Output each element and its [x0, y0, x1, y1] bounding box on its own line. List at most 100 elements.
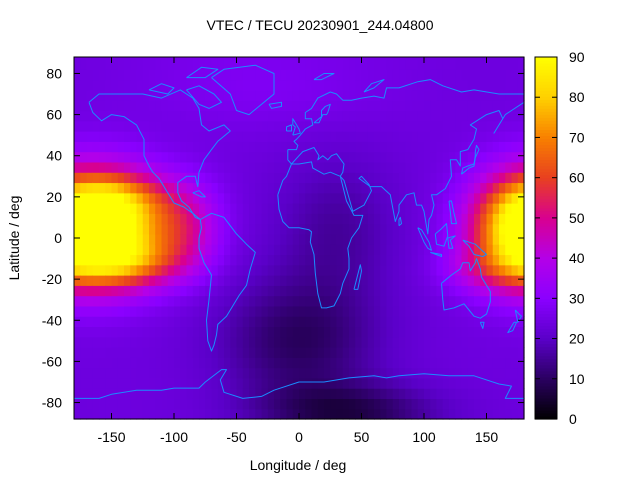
heatmap-cell — [236, 388, 244, 400]
heatmap-cell — [92, 100, 100, 112]
heatmap-cell — [105, 295, 113, 307]
heatmap-cell — [336, 120, 344, 132]
heatmap-cell — [517, 57, 525, 60]
heatmap-cell — [442, 244, 450, 256]
heatmap-cell — [380, 141, 388, 153]
heatmap-cell — [236, 69, 244, 81]
heatmap-cell — [380, 213, 388, 225]
colorbar-step — [535, 129, 557, 134]
heatmap-cell — [436, 110, 444, 122]
heatmap-cell — [449, 172, 456, 184]
heatmap-cell — [467, 295, 475, 307]
heatmap-cell — [417, 275, 425, 286]
heatmap-cell — [467, 131, 475, 142]
coastline-novaya-zemlya — [363, 79, 385, 93]
heatmap-cell — [436, 57, 444, 60]
heatmap-cell — [217, 57, 225, 60]
heatmap-cell — [217, 89, 225, 101]
heatmap-cell — [417, 131, 425, 142]
heatmap-cell — [267, 161, 275, 173]
heatmap-cell — [105, 326, 113, 338]
heatmap-cell — [274, 264, 281, 276]
heatmap-cell — [317, 100, 325, 112]
heatmap-cell — [111, 357, 119, 369]
colorbar-step — [535, 192, 557, 197]
heatmap-cell — [324, 57, 331, 60]
heatmap-cell — [455, 89, 463, 101]
heatmap-cell — [267, 408, 275, 420]
heatmap-cell — [224, 89, 231, 101]
heatmap-cell — [124, 408, 131, 420]
heatmap-cell — [155, 223, 163, 235]
heatmap-cell — [255, 347, 263, 358]
heatmap-cell — [274, 79, 281, 91]
heatmap-cell — [124, 100, 131, 112]
heatmap-cell — [99, 69, 106, 81]
heatmap-cell — [480, 192, 488, 204]
heatmap-cell — [92, 69, 100, 81]
heatmap-cell — [205, 275, 213, 286]
heatmap-cell — [342, 367, 350, 379]
heatmap-cell — [292, 275, 300, 286]
heatmap-cell — [142, 377, 150, 389]
colorbar-tick-label: 70 — [569, 129, 585, 145]
heatmap-cell — [411, 89, 419, 101]
heatmap-cell — [230, 151, 238, 163]
heatmap-cell — [455, 285, 463, 297]
heatmap-cell — [355, 151, 363, 163]
heatmap-cell — [455, 367, 463, 379]
heatmap-cell — [280, 275, 288, 286]
heatmap-cell — [361, 388, 369, 400]
heatmap-cell — [486, 388, 494, 400]
heatmap-cell — [242, 336, 250, 348]
heatmap-cell — [511, 131, 519, 142]
heatmap-cell — [186, 100, 194, 112]
heatmap-cell — [392, 182, 400, 194]
heatmap-cell — [224, 213, 231, 225]
heatmap-cell — [330, 408, 338, 420]
heatmap-cell — [517, 151, 525, 163]
heatmap-cell — [261, 285, 269, 297]
heatmap-cell — [474, 89, 481, 101]
heatmap-cell — [511, 264, 519, 276]
heatmap-cell — [167, 89, 175, 101]
heatmap-cell — [305, 100, 313, 112]
heatmap-cell — [286, 69, 294, 81]
heatmap-cell — [517, 377, 525, 389]
heatmap-cell — [342, 161, 350, 173]
heatmap-cell — [374, 120, 381, 132]
heatmap-cell — [211, 79, 219, 91]
heatmap-cell — [249, 182, 256, 194]
heatmap-cell — [124, 69, 131, 81]
heatmap-cell — [405, 275, 413, 286]
heatmap-cell — [324, 79, 331, 91]
coastline-great-britain — [292, 118, 301, 136]
heatmap-cell — [449, 336, 456, 348]
heatmap-cell — [386, 233, 394, 245]
heatmap-cell — [505, 79, 513, 91]
heatmap-cell — [461, 120, 469, 132]
heatmap-cell — [330, 254, 338, 266]
heatmap-cell — [411, 161, 419, 173]
heatmap-cell — [361, 192, 369, 204]
heatmap-cell — [74, 244, 81, 256]
heatmap-cell — [105, 89, 113, 101]
heatmap-cell — [424, 79, 431, 91]
heatmap-cell — [505, 172, 513, 184]
heatmap-cell — [411, 408, 419, 420]
heatmap-cell — [417, 264, 425, 276]
heatmap-cell — [349, 233, 356, 245]
heatmap-cell — [155, 367, 163, 379]
heatmap-cell — [455, 377, 463, 389]
colorbar-step — [535, 310, 557, 315]
heatmap-cell — [255, 172, 263, 184]
heatmap-cell — [224, 172, 231, 184]
heatmap-cell — [255, 326, 263, 338]
heatmap-cell — [424, 182, 431, 194]
heatmap-cell — [305, 57, 313, 60]
heatmap-cell — [342, 408, 350, 420]
heatmap-cell — [511, 316, 519, 328]
heatmap-cell — [517, 254, 525, 266]
heatmap-cell — [399, 172, 406, 184]
heatmap-cell — [505, 367, 513, 379]
